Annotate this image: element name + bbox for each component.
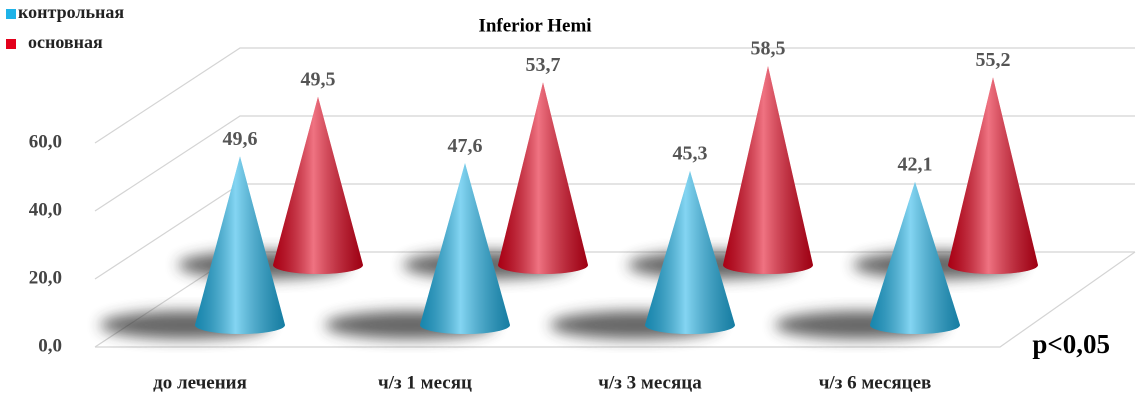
value-label: 42,1 (898, 153, 933, 175)
value-label: 49,6 (223, 128, 258, 150)
cone-shine (645, 170, 735, 334)
cone (948, 77, 1038, 274)
cone-shine (498, 82, 588, 274)
cone (723, 66, 813, 274)
cone-shine (195, 156, 285, 334)
cone (645, 170, 735, 334)
cone (498, 82, 588, 274)
cone (195, 156, 285, 334)
cone-shine (870, 181, 960, 334)
legend-label: контрольная (18, 2, 124, 22)
x-tick-label: ч/з 6 месяцев (819, 372, 932, 393)
grid-line (94, 47, 1135, 144)
cone (420, 163, 510, 334)
x-tick-label: ч/з 3 месяца (598, 372, 702, 393)
y-tick-label: 20,0 (29, 267, 62, 288)
cone-shine (273, 96, 363, 274)
legend-swatch (6, 39, 16, 49)
cone-shine (723, 66, 813, 274)
legend-label: основная (28, 32, 103, 52)
chart-title: Inferior Hemi (478, 15, 591, 36)
cone-shine (420, 163, 510, 334)
floor-edge (95, 251, 1136, 348)
grid-line (94, 115, 1135, 212)
value-label: 47,6 (448, 135, 483, 157)
y-tick-label: 0,0 (38, 335, 62, 356)
x-tick-label: до лечения (153, 372, 247, 393)
annotation: p<0,05 (1032, 329, 1110, 359)
cone (870, 181, 960, 334)
value-label: 53,7 (526, 54, 561, 76)
cone (273, 96, 363, 274)
y-tick-label: 40,0 (29, 199, 62, 220)
value-label: 58,5 (751, 38, 786, 60)
cone-shine (948, 77, 1038, 274)
y-tick-label: 60,0 (29, 131, 62, 152)
value-label: 49,5 (301, 68, 336, 90)
value-label: 55,2 (976, 49, 1011, 71)
value-label: 45,3 (673, 143, 708, 165)
x-tick-label: ч/з 1 месяц (378, 372, 472, 393)
legend-swatch (6, 9, 16, 19)
